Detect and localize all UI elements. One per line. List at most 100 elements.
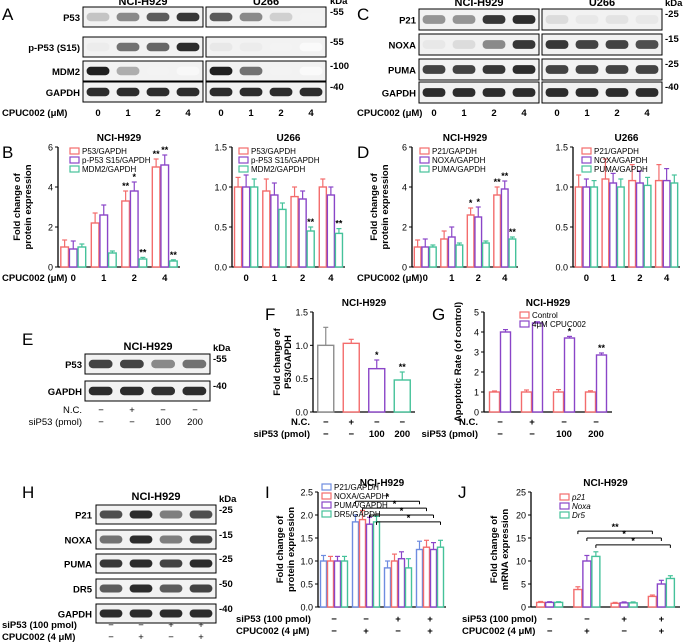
kda-marker: -25 — [219, 554, 233, 565]
blot-frame — [541, 33, 663, 56]
blot-label-p53: P53 — [63, 13, 80, 24]
condition-value: + — [659, 614, 665, 625]
kda-unit: kDa — [330, 0, 348, 7]
y-tick-label: 1.0 — [214, 183, 227, 193]
blot-label-puma: PUMA — [64, 560, 92, 571]
bar — [635, 182, 644, 268]
blot-band — [605, 40, 629, 49]
panel-letter-d: D — [357, 143, 369, 162]
bar — [138, 258, 148, 268]
significance-star: * — [132, 172, 136, 182]
significance-star: ** — [494, 177, 502, 187]
bar — [662, 179, 671, 268]
panel-letter-i: I — [265, 483, 270, 502]
bar — [573, 588, 583, 608]
bar — [466, 214, 475, 268]
y-tick-label: 6 — [48, 143, 53, 153]
kda-unit: kDa — [213, 343, 231, 354]
bar — [574, 186, 583, 268]
chart-title: NCI-H929 — [360, 478, 405, 489]
x-tick-label: 4 — [502, 273, 508, 284]
blot-label-puma: PUMA — [388, 66, 416, 77]
y-tick-label: 5 — [474, 308, 479, 318]
bar — [508, 238, 517, 268]
panel-letter-f: F — [265, 305, 275, 324]
dose-label: 4 — [185, 108, 191, 119]
y-tick-label: 1.5 — [300, 534, 313, 544]
condition-value: + — [395, 614, 401, 625]
bar — [436, 546, 445, 608]
legend-label: MDM2/GAPDH — [251, 165, 305, 174]
chart-title: NCI-H929 — [526, 298, 571, 309]
bar — [317, 344, 335, 413]
bar — [499, 331, 512, 413]
y-tick-label: 4 — [474, 328, 479, 338]
chart-title: NCI-H929 — [443, 133, 488, 144]
condition-value: − — [497, 429, 503, 440]
blot-label-mdm2: MDM2 — [52, 67, 80, 78]
y-tick-label: 25 — [516, 488, 526, 498]
blot-band — [422, 40, 446, 49]
blot-band — [299, 12, 323, 22]
blot-band — [86, 66, 110, 76]
blot-frame — [541, 58, 663, 81]
x-tick-label: 4 — [664, 273, 670, 284]
panel-letter-b: B — [2, 143, 13, 162]
kda-marker: -15 — [219, 530, 233, 541]
blot-frame — [418, 33, 540, 56]
y-tick-label: 0 — [474, 408, 479, 418]
significance-star: ** — [122, 181, 130, 191]
x-tick-label: 0 — [243, 273, 248, 284]
nc-sign: + — [129, 405, 135, 416]
legend-swatch — [419, 156, 430, 164]
sip53-value: 100 — [155, 417, 171, 428]
blot-band — [605, 88, 629, 97]
dose-label: 2 — [155, 108, 160, 119]
y-tick-label: 0.5 — [214, 223, 227, 233]
sip53-value: 200 — [187, 417, 203, 428]
bar — [413, 246, 422, 268]
blot-band — [146, 66, 170, 76]
nc-sign: − — [160, 405, 166, 416]
y-tick-label: 20 — [516, 511, 526, 521]
significance-star: ** — [153, 149, 161, 159]
blot-band — [189, 609, 213, 618]
blot-band — [422, 15, 446, 24]
nc-sign: − — [98, 405, 104, 416]
panel-letter-j: J — [458, 483, 467, 502]
legend-label: DR5/GAPDH — [334, 510, 381, 519]
condition-value: − — [323, 429, 329, 440]
condition-row-label: siP53 (100 pmol) — [462, 614, 537, 625]
x-tick-label: 2 — [300, 273, 305, 284]
y-tick-label: 0.0 — [555, 263, 568, 273]
significance-star: * — [476, 197, 480, 207]
bar — [372, 521, 381, 608]
panel-h-title: NCI-H929 — [132, 491, 181, 503]
sip53-row-label: siP53 (100 pmol) — [2, 620, 77, 631]
cpuc-label: CPUC002 (μM) — [357, 273, 422, 284]
blot-band — [269, 12, 293, 22]
condition-value: − — [529, 429, 535, 440]
condition-value: − — [331, 614, 337, 625]
bar — [647, 595, 658, 608]
blot-band — [129, 510, 153, 519]
legend-label: P21/GAPDH — [594, 147, 639, 156]
blot-label-gapdh: GAPDH — [382, 89, 416, 100]
significance-star: ** — [509, 227, 517, 237]
chart-i: 0.00.51.01.52.02.5NCI-H929****P21/GAPDHN… — [236, 478, 446, 637]
condition-row-label: siP53 (pmol) — [254, 429, 311, 440]
blot-frame — [95, 529, 217, 550]
bar — [129, 190, 139, 268]
blot-band — [176, 87, 200, 97]
bar — [500, 188, 509, 268]
panel-e-western-blot: P53 -55 GAPDH -40 kDa NCI-H929 N.C.siP53 (pmol… — [29, 341, 231, 428]
bar — [99, 214, 109, 268]
y-axis-title: Fold change of — [12, 172, 23, 240]
condition-row-label: siP53 (pmol) — [422, 429, 479, 440]
blot-band — [209, 42, 233, 52]
x-tick-label: 2 — [132, 273, 137, 284]
bar — [670, 182, 679, 268]
bar — [628, 179, 637, 268]
kda-marker: -40 — [665, 82, 679, 93]
